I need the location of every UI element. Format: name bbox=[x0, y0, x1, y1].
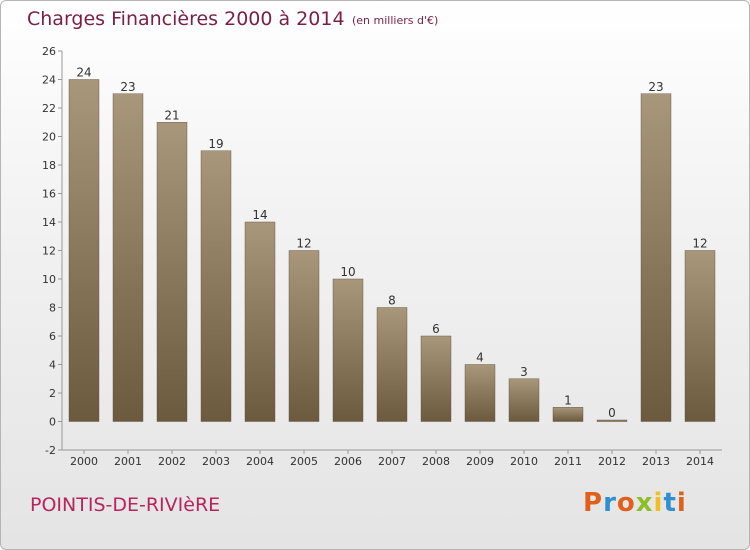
y-tick-label: 8 bbox=[49, 302, 56, 315]
logo-letter: t bbox=[663, 488, 677, 518]
value-label: 12 bbox=[692, 237, 707, 251]
y-tick-label: 0 bbox=[49, 416, 56, 429]
x-tick-label: 2002 bbox=[158, 455, 186, 468]
bar bbox=[68, 79, 100, 422]
bar bbox=[332, 278, 364, 422]
x-tick-label: 2001 bbox=[114, 455, 142, 468]
commune-name: POINTIS-DE-RIVIèRE bbox=[30, 494, 221, 516]
logo-letter: r bbox=[603, 488, 617, 518]
y-tick-label: 22 bbox=[42, 102, 56, 115]
value-label: 6 bbox=[432, 322, 440, 336]
bar bbox=[640, 93, 672, 422]
value-label: 10 bbox=[340, 265, 355, 279]
value-label: 24 bbox=[76, 66, 91, 80]
chart-subtitle: (en milliers d'€) bbox=[352, 14, 439, 27]
logo-letter: o bbox=[616, 488, 636, 518]
logo-letter: x bbox=[635, 488, 654, 518]
y-tick-label: 26 bbox=[42, 45, 56, 58]
bar bbox=[552, 407, 584, 422]
y-tick-label: 6 bbox=[49, 330, 56, 343]
bar bbox=[508, 378, 540, 422]
value-label: 23 bbox=[120, 80, 135, 94]
value-label: 4 bbox=[476, 351, 484, 365]
chart-title: Charges Financières 2000 à 2014 bbox=[27, 8, 345, 30]
value-label: 0 bbox=[608, 406, 616, 420]
value-label: 23 bbox=[648, 80, 663, 94]
bar bbox=[200, 150, 232, 422]
x-tick-label: 2005 bbox=[290, 455, 318, 468]
value-label: 14 bbox=[252, 208, 267, 222]
bar bbox=[156, 122, 188, 422]
y-tick-label: 20 bbox=[42, 131, 56, 144]
y-tick-label: -2 bbox=[45, 444, 56, 457]
y-tick-label: 4 bbox=[49, 359, 56, 372]
bar bbox=[288, 250, 320, 422]
y-tick-label: 10 bbox=[42, 273, 56, 286]
bar bbox=[684, 250, 716, 422]
x-tick-label: 2000 bbox=[70, 455, 98, 468]
x-tick-label: 2008 bbox=[422, 455, 450, 468]
x-tick-label: 2009 bbox=[466, 455, 494, 468]
bar bbox=[244, 221, 276, 422]
x-tick-label: 2011 bbox=[554, 455, 582, 468]
x-tick-label: 2007 bbox=[378, 455, 406, 468]
logo-letter: i bbox=[676, 488, 687, 518]
x-tick-label: 2003 bbox=[202, 455, 230, 468]
bar bbox=[464, 364, 496, 422]
value-label: 8 bbox=[388, 294, 396, 308]
bar bbox=[596, 419, 628, 422]
y-tick-label: 2 bbox=[49, 387, 56, 400]
logo-letter: i bbox=[653, 488, 664, 518]
x-tick-label: 2006 bbox=[334, 455, 362, 468]
x-tick-label: 2004 bbox=[246, 455, 274, 468]
bar bbox=[376, 307, 408, 422]
x-tick-label: 2013 bbox=[642, 455, 670, 468]
y-tick-label: 18 bbox=[42, 159, 56, 172]
bar bbox=[112, 93, 144, 422]
x-tick-label: 2012 bbox=[598, 455, 626, 468]
y-tick-label: 14 bbox=[42, 216, 56, 229]
proxiti-logo[interactable]: Proxiti bbox=[583, 488, 687, 518]
value-label: 21 bbox=[164, 108, 179, 122]
bar bbox=[420, 335, 452, 422]
value-label: 3 bbox=[520, 365, 528, 379]
logo-letter: P bbox=[583, 488, 604, 518]
y-tick-label: 16 bbox=[42, 188, 56, 201]
x-tick-label: 2010 bbox=[510, 455, 538, 468]
y-tick-label: 24 bbox=[42, 74, 56, 87]
value-label: 12 bbox=[296, 237, 311, 251]
x-tick-label: 2014 bbox=[686, 455, 714, 468]
value-label: 19 bbox=[208, 137, 223, 151]
value-label: 1 bbox=[564, 393, 572, 407]
y-tick-label: 12 bbox=[42, 245, 56, 258]
